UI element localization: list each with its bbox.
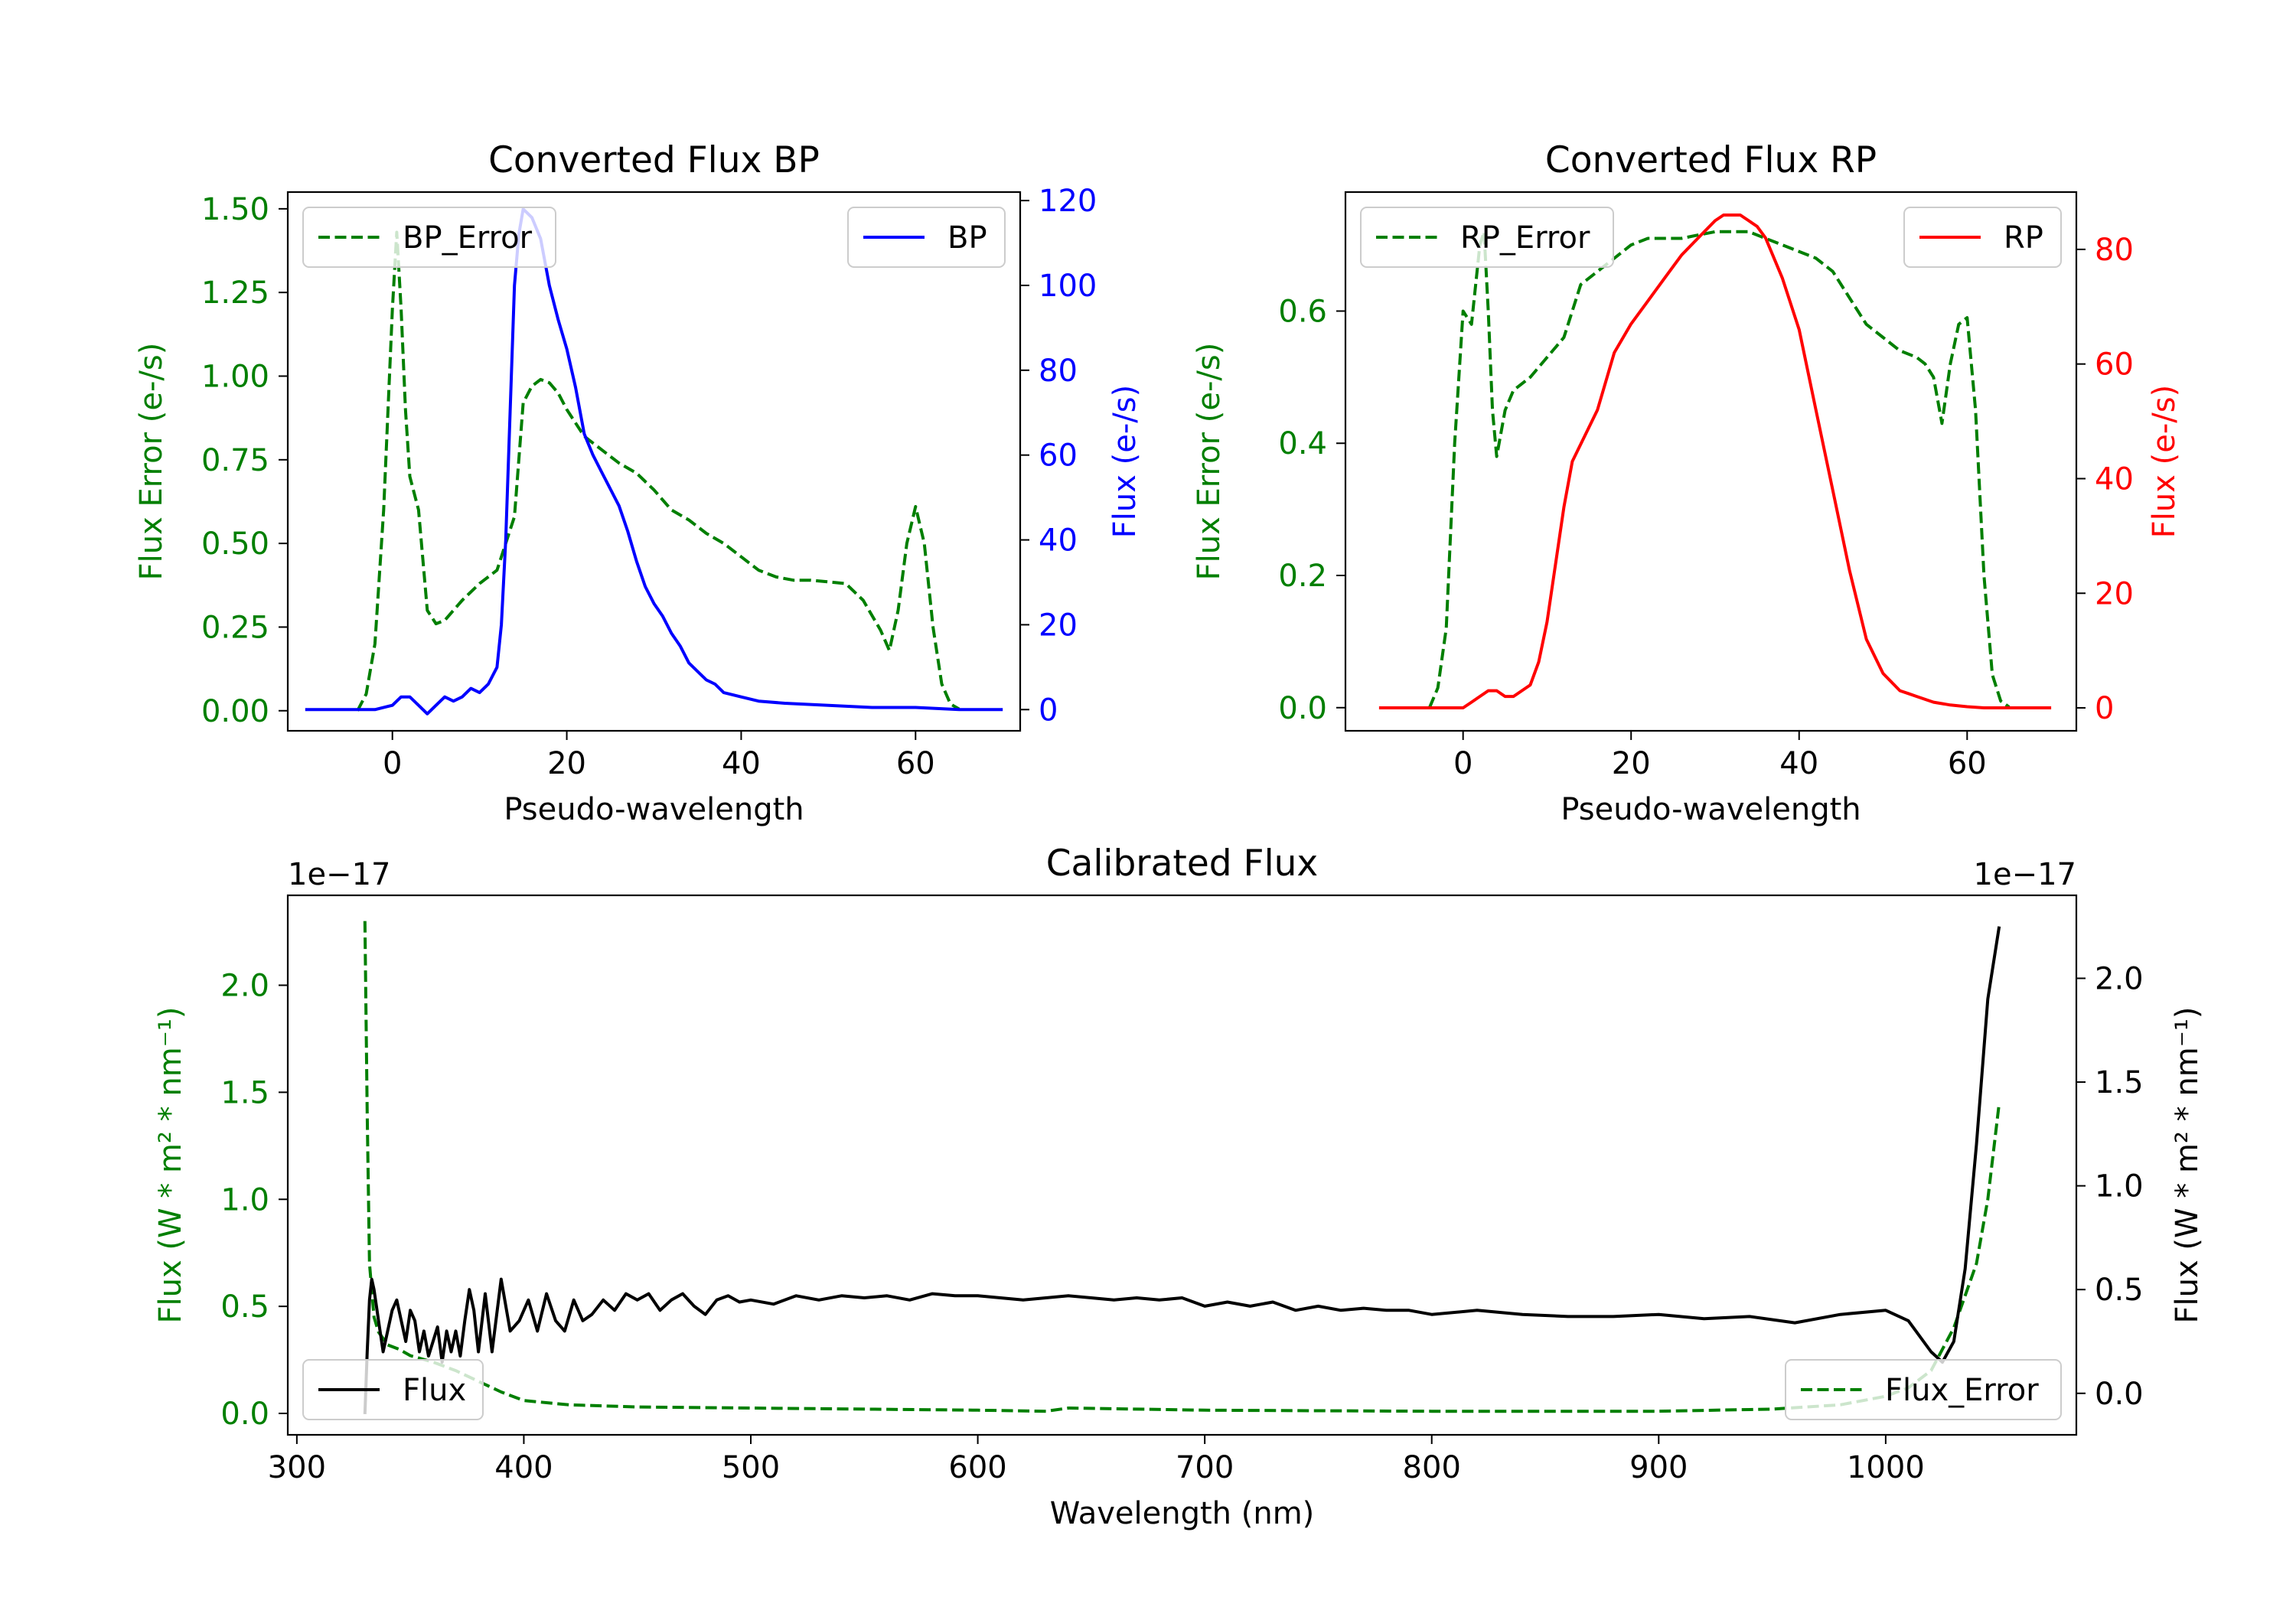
- legend-bp-error: BP_Error: [302, 207, 556, 268]
- x-tick-label: 900: [1629, 1450, 1688, 1485]
- y-right-tick-label: 20: [2095, 576, 2134, 611]
- x-tick-label: 40: [1779, 746, 1818, 781]
- legend-box: [1903, 207, 2062, 268]
- x-axis-label: Wavelength (nm): [1050, 1496, 1315, 1531]
- chart-title: Converted Flux BP: [488, 139, 820, 181]
- x-tick-label: 0: [383, 746, 402, 781]
- y-left-offset-label: 1e−17: [288, 857, 390, 892]
- y-right-tick-label: 0: [1039, 693, 1058, 728]
- y-right-tick-label: 2.0: [2095, 961, 2144, 996]
- legend-box: [1785, 1359, 2062, 1420]
- y-left-tick-label: 0.4: [1278, 426, 1327, 461]
- y-right-tick-label: 60: [2095, 347, 2134, 383]
- legend-label: RP: [2004, 220, 2043, 256]
- x-tick-label: 60: [1948, 746, 1987, 781]
- y-right-tick-label: 100: [1039, 269, 1097, 304]
- y-left-tick-label: 0.25: [201, 610, 269, 645]
- axes-frame: [286, 894, 2078, 1436]
- chart-cal: 300 400 500 600 700 800 900 1000 0.0 0.5 1.0 1.5 2.0…: [153, 843, 2205, 1531]
- legend-box: [302, 207, 556, 268]
- y-right-axis-label: Flux (e-/s): [2147, 385, 2182, 538]
- series-rp-error-line: [1427, 230, 2011, 709]
- legend-rp-error: RP_Error: [1360, 207, 1614, 268]
- y-right-tick-label: 0.0: [2095, 1377, 2144, 1412]
- y-right-tick-label: 40: [2095, 461, 2134, 497]
- series-flux-error-line: [363, 921, 2001, 1413]
- y-left-tick-label: 0.0: [220, 1397, 269, 1432]
- y-left-tick-label: 0.6: [1278, 294, 1327, 329]
- y-left-tick-label: 1.25: [201, 275, 269, 311]
- x-tick-label: 40: [722, 746, 761, 781]
- y-right-tick-label: 1.0: [2095, 1169, 2144, 1204]
- series-bp-line: [305, 207, 1003, 715]
- legend-label: BP: [947, 220, 987, 256]
- y-left-tick-label: 0.00: [201, 694, 269, 729]
- y-right-tick-label: 0: [2095, 691, 2114, 726]
- y-right-tick-label: 80: [1039, 354, 1078, 389]
- chart-title: Converted Flux RP: [1545, 139, 1877, 181]
- y-left-axis-label: Flux Error (e-/s): [134, 343, 169, 581]
- y-right-tick-label: 80: [2095, 233, 2134, 268]
- x-tick-label: 0: [1453, 746, 1473, 781]
- chart-bp: 0 20 40 60 0.00 0.25 0.50 0.75 1.00 1.25 1.50 0 20 40…: [134, 139, 1143, 827]
- legend-flux: Flux: [302, 1359, 484, 1420]
- y-left-tick-label: 0.2: [1278, 559, 1327, 594]
- y-left-tick-label: 0.50: [201, 526, 269, 562]
- axes-frame: [286, 191, 1022, 732]
- y-right-tick-label: 1.5: [2095, 1065, 2144, 1100]
- x-tick-label: 500: [722, 1450, 780, 1485]
- y-right-axis-label: Flux (W * m² * nm⁻¹): [2170, 1007, 2205, 1324]
- y-left-tick-label: 0.0: [1278, 691, 1327, 726]
- y-right-tick-label: 20: [1039, 608, 1078, 643]
- y-left-axis-label: Flux Error (e-/s): [1192, 343, 1227, 581]
- legend-bp: BP: [847, 207, 1006, 268]
- legend-rp: RP: [1903, 207, 2062, 268]
- legend-label: Flux_Error: [1885, 1373, 2039, 1408]
- x-tick-label: 300: [268, 1450, 326, 1485]
- y-right-axis-label: Flux (e-/s): [1107, 385, 1143, 538]
- legend-box: [302, 1359, 484, 1420]
- y-left-tick-label: 2.0: [220, 969, 269, 1004]
- legend-label: BP_Error: [403, 220, 533, 256]
- y-right-tick-label: 0.5: [2095, 1273, 2144, 1308]
- y-right-tick-label: 40: [1039, 523, 1078, 559]
- x-tick-label: 800: [1403, 1450, 1461, 1485]
- y-left-tick-label: 1.0: [220, 1182, 269, 1217]
- chart-rp: 0 20 40 60 0.0 0.2 0.4 0.6 0 20 40 60 80 Converted Fl…: [1192, 139, 2182, 827]
- x-tick-label: 20: [1612, 746, 1651, 781]
- y-left-tick-label: 0.75: [201, 443, 269, 478]
- x-tick-label: 700: [1176, 1450, 1234, 1485]
- y-left-tick-label: 1.5: [220, 1075, 269, 1110]
- y-left-axis-label: Flux (W * m² * nm⁻¹): [153, 1007, 188, 1324]
- legend-label: Flux: [403, 1373, 466, 1408]
- series-rp-line: [1378, 214, 2052, 709]
- legend-label: RP_Error: [1460, 220, 1590, 256]
- y-right-tick-label: 120: [1039, 184, 1097, 219]
- series-flux-line: [363, 926, 2001, 1414]
- x-tick-label: 1000: [1847, 1450, 1925, 1485]
- x-tick-label: 20: [547, 746, 586, 781]
- x-tick-label: 60: [896, 746, 935, 781]
- y-left-tick-label: 0.5: [220, 1289, 269, 1325]
- chart-title: Calibrated Flux: [1046, 843, 1319, 885]
- x-axis-label: Pseudo-wavelength: [504, 792, 804, 827]
- x-axis-label: Pseudo-wavelength: [1561, 792, 1861, 827]
- y-right-tick-label: 60: [1039, 438, 1078, 474]
- y-left-tick-label: 1.50: [201, 192, 269, 227]
- legend-flux-error: Flux_Error: [1785, 1359, 2062, 1420]
- x-tick-label: 400: [494, 1450, 553, 1485]
- axes-frame: [1344, 191, 2078, 732]
- y-right-offset-label: 1e−17: [1974, 857, 2076, 892]
- y-left-tick-label: 1.00: [201, 359, 269, 394]
- legend-box: [1360, 207, 1614, 268]
- legend-box: [847, 207, 1006, 268]
- x-tick-label: 600: [948, 1450, 1006, 1485]
- series-bp-error-line: [356, 230, 960, 712]
